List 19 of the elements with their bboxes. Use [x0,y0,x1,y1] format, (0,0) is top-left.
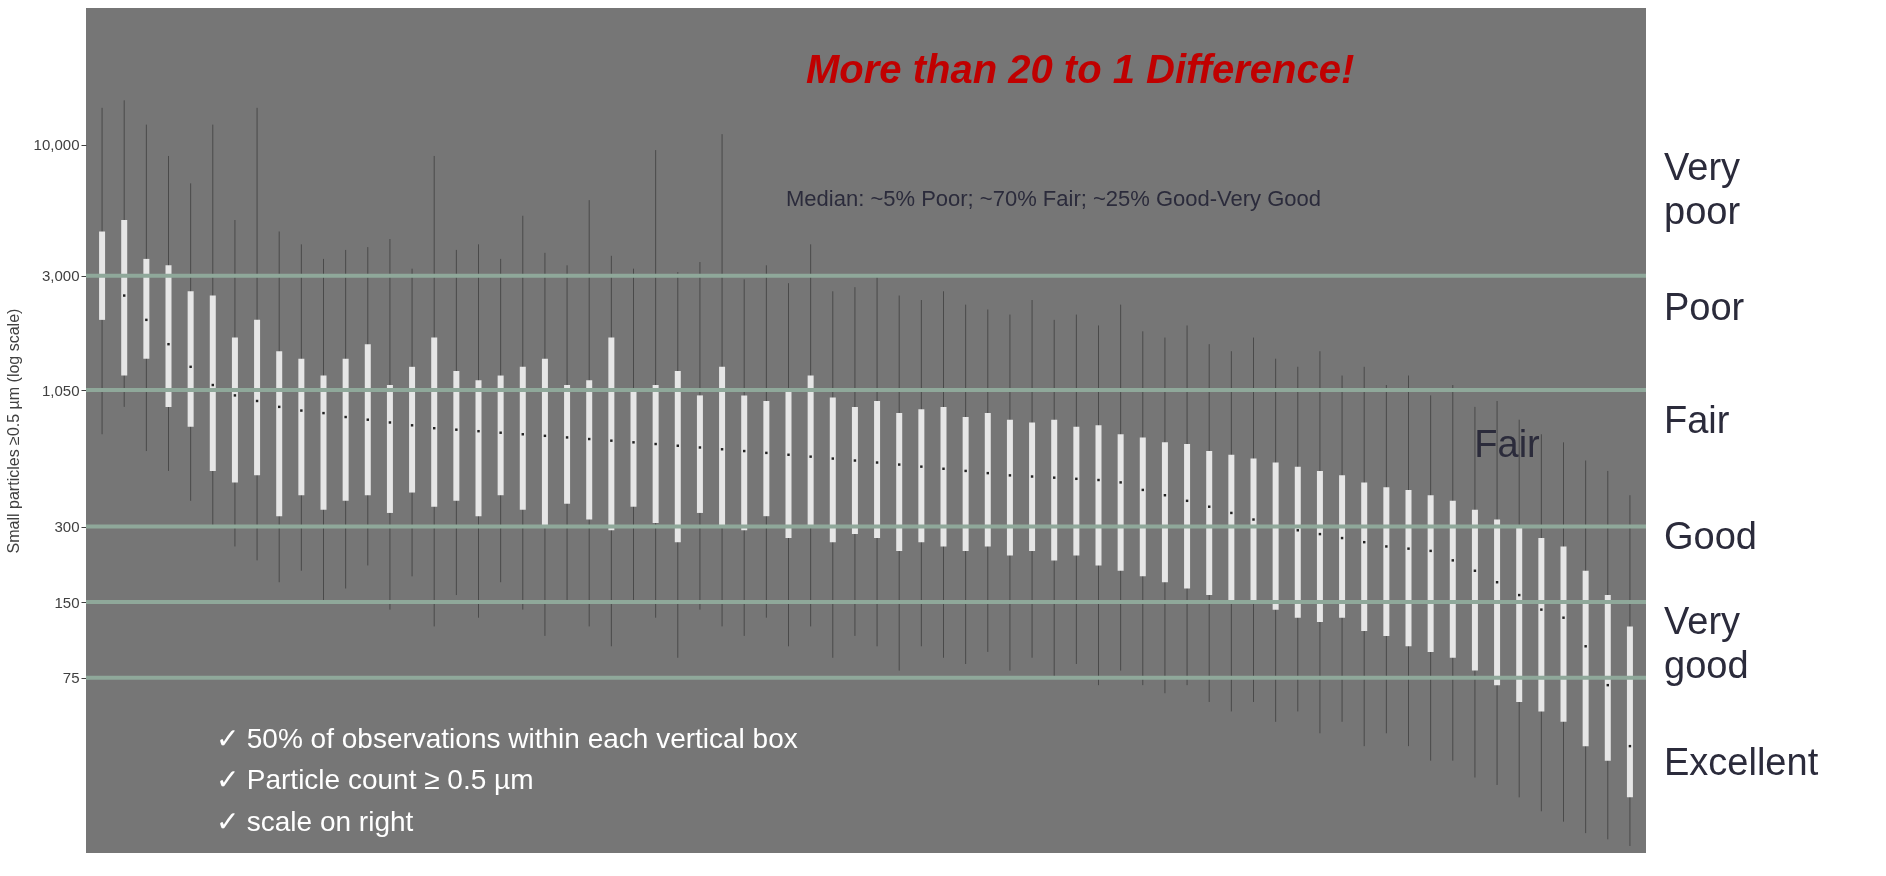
annotation: ✓ 50% of observations within each vertical box [216,723,798,754]
text: Fair [1664,399,1730,441]
text: Excellent [1664,741,1819,783]
y-tick-label: 75 [62,669,80,687]
text: Poor [1664,286,1745,328]
y-tick-label: 300 [54,518,80,536]
text: Very poor [1664,146,1741,232]
annotation: ✓ scale on right [216,806,414,837]
y-axis-title: Small particles ≥0.5 µm (log scale) [4,308,22,554]
text: Very good [1664,600,1749,686]
y-tick-label: 1,050 [41,381,80,399]
annotation: Fair [1474,423,1541,465]
annotation: More than 20 to 1 Difference! [806,47,1355,91]
text: Good [1664,515,1757,557]
y-tick-label: 150 [54,593,80,611]
annotation: ✓ Particle count ≥ 0.5 µm [216,764,534,795]
y-tick-label: 3,000 [41,267,80,285]
annotation: Median: ~5% Poor; ~70% Fair; ~25% Good-Very Good [786,186,1322,211]
y-tick-label: 10,000 [33,136,80,153]
